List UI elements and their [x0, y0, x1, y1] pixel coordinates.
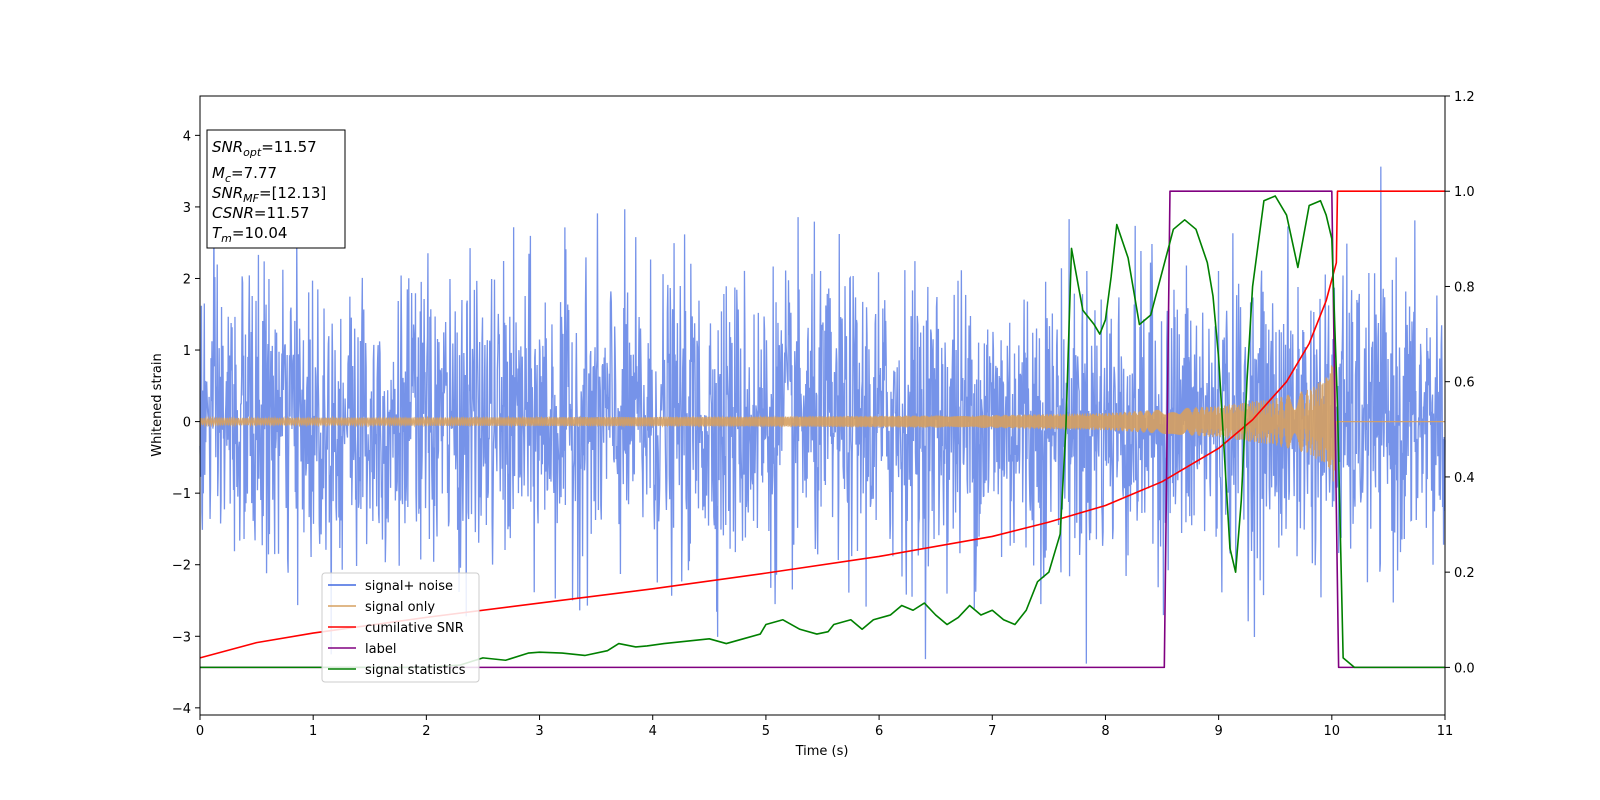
y-right-tick-label: 0.6: [1454, 376, 1475, 391]
x-tick-label: 6: [875, 724, 883, 739]
annotation-mc: Mc=7.77: [212, 164, 277, 185]
y-left-tick-label: 1: [183, 344, 191, 359]
y-left-tick-label: −1: [172, 487, 191, 502]
legend-label-signal-statistics: signal statistics: [365, 663, 466, 678]
y-right-tick-label: 0.4: [1454, 471, 1475, 486]
y-right-tick-label: 0.0: [1454, 661, 1475, 676]
x-tick-label: 5: [762, 724, 770, 739]
legend-label-signal-noise: signal+ noise: [365, 579, 453, 594]
y-left-tick-label: 4: [183, 129, 191, 144]
y-right-tick-label: 1.2: [1454, 90, 1475, 105]
y-left-tick-label: 0: [183, 416, 191, 431]
y-axis-label: Whitened strain: [150, 353, 165, 456]
x-tick-label: 10: [1324, 724, 1341, 739]
annotation-csnr: CSNR=11.57: [212, 204, 309, 222]
y-right-tick-label: 1.0: [1454, 185, 1475, 200]
y-left-tick-label: −4: [172, 702, 191, 717]
x-tick-label: 7: [988, 724, 996, 739]
x-tick-label: 0: [196, 724, 204, 739]
y-axis-right-ticks: 0.0 0.2 0.4 0.6 0.8 1.0 1.2: [1445, 90, 1475, 676]
plot-area-frame: [199, 95, 1446, 716]
x-tick-label: 3: [535, 724, 543, 739]
annotation-box: SNRopt=11.57 Mc=7.77 SNRMF=[12.13] CSNR=…: [206, 129, 346, 249]
y-left-tick-label: 2: [183, 272, 191, 287]
y-axis-left-ticks: −4 −3 −2 −1 0 1 2 3 4: [172, 129, 200, 717]
legend: signal+ noise signal only cumilative SNR…: [321, 572, 480, 683]
x-tick-label: 4: [649, 724, 657, 739]
annotation-snr-mf: SNRMF=[12.13]: [212, 184, 326, 205]
y-right-tick-label: 0.8: [1454, 280, 1475, 295]
x-axis-label: Time (s): [795, 744, 849, 759]
signal-only-line: [199, 360, 1445, 488]
y-left-tick-label: −3: [172, 630, 191, 645]
legend-label-cumulative-snr: cumilative SNR: [365, 621, 464, 636]
x-tick-label: 8: [1101, 724, 1109, 739]
annotation-snr-opt: SNRopt=11.57: [212, 138, 317, 159]
y-left-tick-label: 3: [183, 201, 191, 216]
legend-label-signal-only: signal only: [365, 600, 435, 615]
y-right-tick-label: 0.2: [1454, 566, 1475, 581]
signal-noise-line: [199, 166, 1446, 664]
legend-label-label: label: [365, 642, 396, 657]
signal-statistics-line: [200, 195, 1445, 669]
x-axis-ticks: 0 1 2 3 4 5 6 7 8 9 10 11: [196, 715, 1453, 739]
x-tick-label: 1: [309, 724, 317, 739]
y-left-tick-label: −2: [172, 559, 191, 574]
x-tick-label: 2: [422, 724, 430, 739]
signal-only-series: [199, 360, 1445, 488]
signal-noise-series: [199, 166, 1446, 664]
annotation-tm: Tm=10.04: [212, 224, 287, 245]
x-tick-label: 11: [1437, 724, 1454, 739]
x-tick-label: 9: [1214, 724, 1222, 739]
